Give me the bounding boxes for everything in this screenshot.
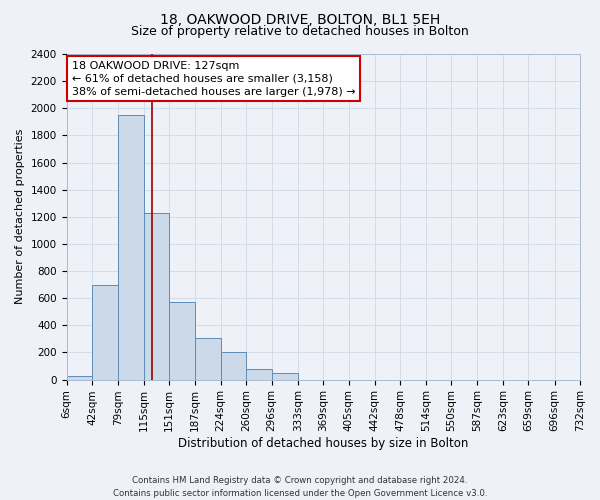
Bar xyxy=(272,374,298,380)
Text: Contains HM Land Registry data © Crown copyright and database right 2024.
Contai: Contains HM Land Registry data © Crown c… xyxy=(113,476,487,498)
Bar xyxy=(169,302,194,380)
Bar xyxy=(194,338,221,380)
Y-axis label: Number of detached properties: Number of detached properties xyxy=(15,129,25,304)
Bar xyxy=(143,212,169,380)
Bar xyxy=(246,368,272,380)
X-axis label: Distribution of detached houses by size in Bolton: Distribution of detached houses by size … xyxy=(178,437,469,450)
Text: 18 OAKWOOD DRIVE: 127sqm
← 61% of detached houses are smaller (3,158)
38% of sem: 18 OAKWOOD DRIVE: 127sqm ← 61% of detach… xyxy=(71,60,355,97)
Text: Size of property relative to detached houses in Bolton: Size of property relative to detached ho… xyxy=(131,25,469,38)
Bar xyxy=(67,376,92,380)
Bar xyxy=(221,352,246,380)
Text: 18, OAKWOOD DRIVE, BOLTON, BL1 5EH: 18, OAKWOOD DRIVE, BOLTON, BL1 5EH xyxy=(160,12,440,26)
Bar xyxy=(92,284,118,380)
Bar xyxy=(118,115,143,380)
